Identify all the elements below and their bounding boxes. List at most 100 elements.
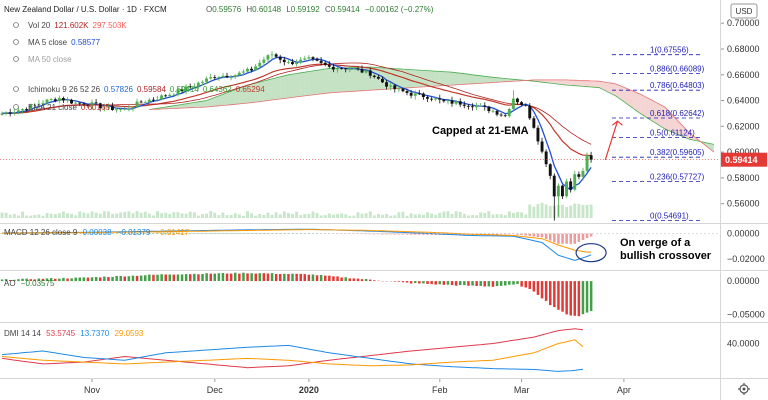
cloud-segment <box>705 142 710 149</box>
volume-bar <box>107 211 110 218</box>
currency-badge[interactable] <box>730 3 758 19</box>
cloud-segment <box>464 73 469 85</box>
candle-body <box>336 68 339 70</box>
legend-value: 0.65294 <box>236 85 265 94</box>
volume-bar <box>225 215 229 218</box>
ichimoku-cloud <box>149 66 715 153</box>
ao-bar <box>561 281 564 312</box>
ao-bar <box>70 278 73 282</box>
adx-line <box>1 339 584 367</box>
visibility-eye-icon[interactable] <box>13 39 19 45</box>
ao-bar <box>131 275 135 282</box>
macd-histogram-bar <box>266 233 270 234</box>
cloud-segment <box>570 80 575 86</box>
volume-bar <box>503 215 507 218</box>
macd-histogram-bar <box>581 233 585 240</box>
candle-body <box>139 101 143 103</box>
volume-bar <box>74 215 78 218</box>
ao-bar <box>450 281 454 286</box>
ao-tick-label: −0.05000 <box>727 310 765 320</box>
ao-bar <box>139 275 143 281</box>
macd-histogram-bar <box>483 233 486 235</box>
candle-body <box>409 92 413 96</box>
candle-body <box>565 181 568 197</box>
volume-bar <box>156 211 159 218</box>
cloud-segment <box>255 82 260 103</box>
macd-histogram-bar <box>405 233 409 235</box>
candle-body <box>385 82 388 87</box>
candle-body <box>528 105 532 119</box>
macd-histogram-bar <box>397 233 401 235</box>
volume-bar <box>143 211 147 218</box>
cloud-segment <box>317 69 322 95</box>
candle-body <box>151 99 155 101</box>
cloud-segment <box>505 78 510 82</box>
candle-body <box>340 68 343 70</box>
dmi-pane[interactable] <box>0 323 720 378</box>
volume-bar <box>266 212 270 218</box>
cloud-segment <box>566 79 571 86</box>
candle-body <box>246 68 249 72</box>
visibility-eye-icon[interactable] <box>13 86 19 92</box>
volume-bar <box>29 215 33 218</box>
legend-row: EMA 21 close 0.60165 <box>28 103 110 112</box>
visibility-eye-icon[interactable] <box>13 22 19 28</box>
macd-histogram-bar <box>184 233 188 234</box>
dmi-legend: DMI 14 14 53.5745 13.7370 29.0593 <box>4 329 144 338</box>
candle-body <box>491 110 495 112</box>
candle-body <box>233 75 237 78</box>
ao-bar <box>21 278 24 281</box>
visibility-eye-icon[interactable] <box>13 104 19 110</box>
candle-body <box>131 107 135 109</box>
cloud-segment <box>599 81 604 90</box>
macd-histogram-bar <box>549 233 552 241</box>
volume-bar <box>438 212 442 218</box>
macd-histogram-bar <box>201 233 204 234</box>
cloud-segment <box>182 103 187 109</box>
volume-bar <box>405 215 409 218</box>
cloud-segment <box>304 71 309 96</box>
settings-gear-icon[interactable] <box>738 383 750 395</box>
ao-bar <box>536 281 540 295</box>
macd-histogram-bar <box>246 233 249 234</box>
volume-bar <box>528 204 532 218</box>
ao-bar <box>270 273 274 281</box>
annotation-capped: Capped at 21-EMA <box>432 125 529 137</box>
macd-histogram-bar <box>504 233 507 235</box>
volume-bar <box>25 215 29 218</box>
cloud-segment <box>673 115 677 135</box>
ao-bar <box>557 281 560 310</box>
time-tick-label: Mar <box>514 385 530 395</box>
volume-bar <box>299 215 303 218</box>
candle-body <box>495 110 499 115</box>
ao-bar <box>115 276 118 281</box>
candle-body <box>376 76 380 79</box>
candle-body <box>303 58 307 60</box>
legend-value: 0.58577 <box>71 38 100 47</box>
cloud-segment <box>341 67 346 92</box>
ao-bar <box>434 281 437 285</box>
ao-bar <box>422 281 425 284</box>
macd-histogram-bar <box>160 233 163 234</box>
candle-body <box>25 109 28 111</box>
candle-body <box>442 99 446 102</box>
candle-body <box>372 75 376 77</box>
visibility-eye-icon[interactable] <box>13 56 19 62</box>
cloud-segment <box>353 67 358 92</box>
volume-bar <box>422 214 425 218</box>
candle-body <box>49 99 53 100</box>
time-axis[interactable]: Nov Dec 2020 Feb Mar Apr <box>84 378 631 395</box>
ao-bar <box>78 277 81 282</box>
candle-body <box>53 99 57 101</box>
volume-bar <box>8 214 12 218</box>
macd-histogram-bar <box>487 233 491 235</box>
candle-body <box>164 95 168 97</box>
candle-body <box>147 99 151 103</box>
candles <box>0 51 623 221</box>
macd-histogram-bar <box>426 233 429 235</box>
macd-histogram-bar <box>418 233 421 235</box>
price-pane[interactable] <box>0 0 720 223</box>
price-axis[interactable]: 0.70000 0.68000 0.66000 0.64000 0.62000 0.600… <box>0 18 767 209</box>
volume-bar <box>467 215 470 218</box>
